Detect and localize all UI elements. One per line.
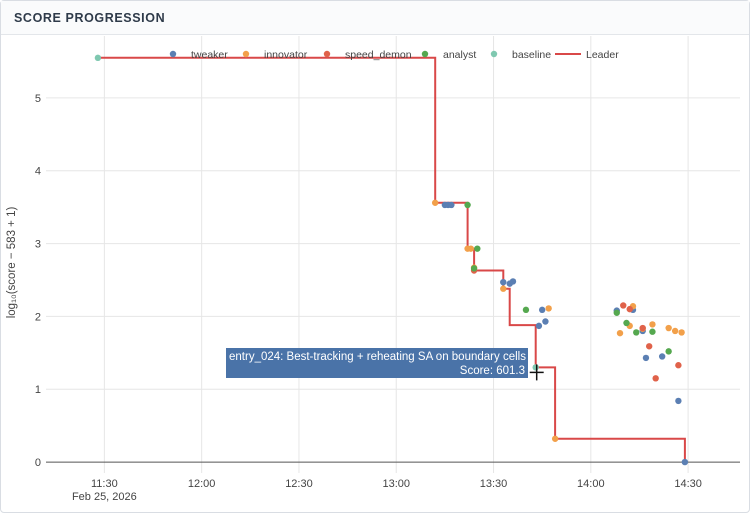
tweaker-point xyxy=(542,318,549,325)
legend-item-analyst[interactable]: analyst xyxy=(421,49,477,61)
speed_demon-point xyxy=(675,362,682,369)
x-tick-label: 12:00 xyxy=(188,478,216,490)
innovator-point xyxy=(431,199,439,206)
innovator-point xyxy=(467,245,475,252)
innovator-point xyxy=(616,329,624,337)
speed_demon-point xyxy=(639,324,646,332)
x-tick-label: 12:30 xyxy=(285,478,313,490)
y-tick-label: 5 xyxy=(35,93,41,105)
tweaker-point xyxy=(658,353,666,360)
data-points xyxy=(94,54,689,466)
y-axis-label: log₁₀(score − 583 + 1) xyxy=(6,207,18,319)
tooltip-line-1: entry_024: Best-tracking + reheating SA … xyxy=(229,351,526,363)
leader-series xyxy=(97,56,686,463)
legend-label: innovator xyxy=(264,49,308,61)
tweaker-point xyxy=(681,458,689,466)
legend-label: speed_demon xyxy=(345,49,412,61)
legend-label: tweaker xyxy=(191,49,228,61)
tweaker-point xyxy=(675,397,682,405)
panel-title: SCORE PROGRESSION xyxy=(14,11,166,25)
y-tick-label: 1 xyxy=(35,384,41,396)
analyst-point xyxy=(464,201,471,209)
legend-item-baseline[interactable]: baseline xyxy=(490,49,551,61)
speed_demon-point xyxy=(620,302,627,309)
y-tick-label: 3 xyxy=(35,239,41,251)
legend-label: analyst xyxy=(443,49,476,61)
legend-item-Leader[interactable]: Leader xyxy=(555,49,619,61)
legend-item-innovator[interactable]: innovator xyxy=(242,49,308,61)
tweaker-point xyxy=(538,306,546,314)
analyst-point xyxy=(633,329,640,336)
tooltip-box xyxy=(226,348,528,378)
analyst-point xyxy=(470,265,478,272)
legend-swatch xyxy=(169,50,177,58)
analyst-point xyxy=(613,309,620,316)
tweaker-point xyxy=(500,278,507,286)
legend-item-tweaker[interactable]: tweaker xyxy=(169,49,228,61)
tweaker-point xyxy=(509,278,517,285)
panel-header: SCORE PROGRESSION xyxy=(1,1,749,35)
speed_demon-point xyxy=(645,343,653,350)
x-axis-date-label: Feb 25, 2026 xyxy=(72,491,137,503)
innovator-point xyxy=(500,285,507,292)
y-tick-label: 0 xyxy=(35,457,41,469)
innovator-point xyxy=(649,321,656,328)
innovator-point xyxy=(545,305,552,312)
legend-swatch xyxy=(242,50,250,58)
x-tick-label: 14:30 xyxy=(674,478,702,490)
x-tick-label: 11:30 xyxy=(91,478,118,490)
innovator-point xyxy=(551,435,559,442)
analyst-point xyxy=(665,348,672,355)
analyst-point xyxy=(522,306,530,314)
y-axis-ticks: 0 1 2 3 4 5 xyxy=(35,93,41,469)
gridlines xyxy=(46,36,740,473)
hover-tooltip: entry_024: Best-tracking + reheating SA … xyxy=(226,348,528,378)
tweaker-point xyxy=(642,354,650,362)
x-tick-label: 14:00 xyxy=(577,478,605,490)
tweaker-point xyxy=(535,322,543,330)
x-axis-ticks: 11:30 12:00 12:30 13:00 13:30 14:00 14:30 xyxy=(91,478,702,490)
baseline-point xyxy=(532,364,539,371)
legend[interactable]: tweaker innovator speed_demon analyst baseli… xyxy=(169,49,619,61)
speed_demon-point xyxy=(652,375,659,382)
leader-line xyxy=(97,56,686,463)
tweaker-point xyxy=(448,201,455,209)
innovator-point xyxy=(678,329,685,336)
legend-swatch xyxy=(490,50,498,58)
legend-item-speed_demon[interactable]: speed_demon xyxy=(323,49,412,61)
innovator-point xyxy=(665,324,672,332)
tooltip-line-2: Score: 601.3 xyxy=(460,365,525,377)
x-tick-label: 13:00 xyxy=(382,478,410,490)
y-tick-label: 4 xyxy=(35,166,41,178)
legend-label: baseline xyxy=(512,49,551,61)
analyst-point xyxy=(474,245,481,252)
innovator-point xyxy=(671,327,679,335)
legend-label: Leader xyxy=(586,49,619,61)
y-tick-label: 2 xyxy=(35,311,41,323)
speed_demon-point xyxy=(626,305,633,313)
baseline-point xyxy=(94,54,102,62)
legend-swatch xyxy=(323,50,331,58)
analyst-point xyxy=(623,319,630,327)
crosshair-cursor-icon xyxy=(529,364,544,381)
analyst-point xyxy=(649,328,656,335)
legend-swatch xyxy=(421,50,429,58)
x-tick-label: 13:30 xyxy=(480,478,508,490)
